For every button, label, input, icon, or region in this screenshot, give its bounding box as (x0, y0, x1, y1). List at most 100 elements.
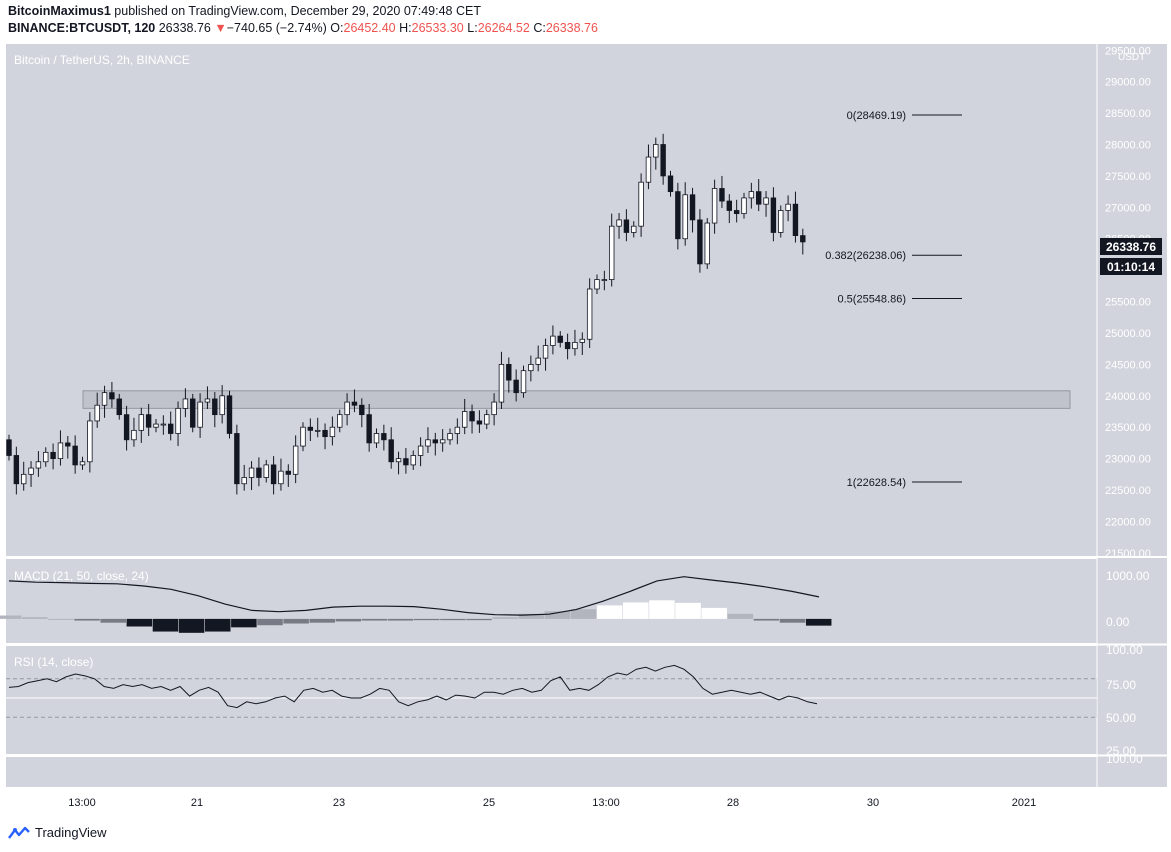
candle-body[interactable] (557, 335, 563, 343)
candle-body[interactable] (131, 429, 137, 441)
candle-body[interactable] (579, 338, 585, 343)
candle-body[interactable] (351, 401, 358, 406)
candle-body[interactable] (256, 467, 262, 478)
candle-body[interactable] (175, 407, 181, 434)
candle-body[interactable] (778, 210, 784, 233)
candle-body[interactable] (638, 181, 644, 227)
candle-body[interactable] (395, 458, 402, 463)
candle-body[interactable] (43, 451, 49, 463)
tradingview-brand[interactable]: TradingView (35, 825, 107, 840)
candle-body[interactable] (535, 357, 541, 365)
candle-body[interactable] (270, 464, 277, 485)
candle-body[interactable] (594, 279, 600, 290)
candle-body[interactable] (770, 197, 777, 233)
candle-body[interactable] (689, 194, 696, 221)
candle-body[interactable] (506, 363, 512, 381)
candle-body[interactable] (564, 342, 571, 350)
candle-body[interactable] (425, 439, 431, 447)
candle-body[interactable] (572, 342, 578, 350)
candle-body[interactable] (748, 191, 755, 199)
candle-body[interactable] (190, 398, 196, 428)
candle-body[interactable] (219, 395, 225, 416)
candle-body[interactable] (248, 467, 255, 478)
candle-body[interactable] (645, 156, 652, 183)
candle-body[interactable] (719, 188, 725, 202)
candle-body[interactable] (528, 363, 534, 372)
candle-body[interactable] (550, 335, 556, 346)
candle-body[interactable] (454, 426, 461, 434)
candle-body[interactable] (763, 197, 769, 205)
candle-body[interactable] (65, 442, 71, 447)
symbol-label[interactable]: BINANCE:BTCUSDT, 120 (8, 21, 156, 35)
candle-body[interactable] (160, 423, 167, 426)
candle-body[interactable] (373, 433, 380, 444)
candle-body[interactable] (212, 398, 218, 416)
candle-body[interactable] (28, 467, 34, 475)
candle-body[interactable] (711, 188, 718, 224)
candle-body[interactable] (234, 433, 240, 485)
candle-body[interactable] (197, 401, 203, 428)
candle-body[interactable] (697, 219, 703, 265)
candle-body[interactable] (388, 439, 394, 463)
candle-body[interactable] (601, 279, 608, 281)
candle-body[interactable] (94, 404, 100, 422)
candle-body[interactable] (329, 426, 336, 438)
candle-body[interactable] (87, 420, 93, 463)
candle-body[interactable] (101, 392, 108, 406)
candle-body[interactable] (653, 144, 659, 158)
candle-body[interactable] (300, 426, 306, 447)
candle-body[interactable] (609, 225, 615, 280)
candle-body[interactable] (167, 423, 174, 434)
candle-body[interactable] (241, 477, 247, 485)
candle-body[interactable] (344, 401, 350, 416)
candle-body[interactable] (726, 200, 732, 211)
candle-body[interactable] (72, 445, 78, 466)
candle-body[interactable] (432, 439, 438, 444)
candle-body[interactable] (616, 219, 622, 227)
candle-body[interactable] (337, 414, 343, 428)
candle-body[interactable] (733, 210, 740, 215)
candle-body[interactable] (682, 194, 688, 240)
candle-body[interactable] (476, 420, 483, 425)
candle-body[interactable] (520, 370, 527, 394)
candle-body[interactable] (667, 175, 674, 193)
candle-body[interactable] (410, 455, 416, 466)
candle-body[interactable] (182, 398, 189, 409)
candle-body[interactable] (263, 464, 269, 478)
candle-body[interactable] (623, 219, 630, 233)
candle-body[interactable] (278, 470, 284, 485)
chart-svg[interactable]: Bitcoin / TetherUS, 2h, BINANCE USDT 215… (0, 44, 1171, 820)
candle-body[interactable] (6, 439, 12, 456)
candle-body[interactable] (57, 442, 64, 460)
candle-body[interactable] (403, 458, 409, 466)
candle-body[interactable] (586, 288, 593, 340)
candle-body[interactable] (469, 411, 475, 422)
candle-body[interactable] (498, 363, 505, 403)
candle-body[interactable] (800, 235, 806, 243)
candle-body[interactable] (79, 461, 86, 466)
candle-body[interactable] (513, 379, 519, 394)
candle-body[interactable] (675, 191, 681, 240)
candle-body[interactable] (322, 429, 328, 438)
candle-body[interactable] (13, 455, 20, 485)
chart-area[interactable]: Bitcoin / TetherUS, 2h, BINANCE USDT 215… (0, 44, 1171, 820)
candle-body[interactable] (792, 203, 799, 237)
candle-body[interactable] (292, 445, 299, 475)
candle-body[interactable] (542, 345, 549, 359)
candle-body[interactable] (138, 414, 144, 431)
candle-body[interactable] (204, 398, 211, 403)
candle-body[interactable] (484, 414, 490, 425)
candle-body[interactable] (123, 414, 130, 441)
support-zone-rect[interactable] (82, 390, 1071, 409)
candle-body[interactable] (756, 191, 762, 205)
candle-body[interactable] (109, 392, 115, 400)
candle-body[interactable] (461, 411, 468, 428)
candle-body[interactable] (366, 414, 372, 444)
candle-body[interactable] (704, 222, 710, 265)
candle-body[interactable] (116, 398, 122, 416)
candle-body[interactable] (359, 404, 365, 416)
author-name[interactable]: BitcoinMaximus1 (8, 4, 111, 18)
candle-body[interactable] (447, 433, 453, 441)
candle-body[interactable] (50, 451, 56, 460)
candle-body[interactable] (285, 470, 291, 475)
